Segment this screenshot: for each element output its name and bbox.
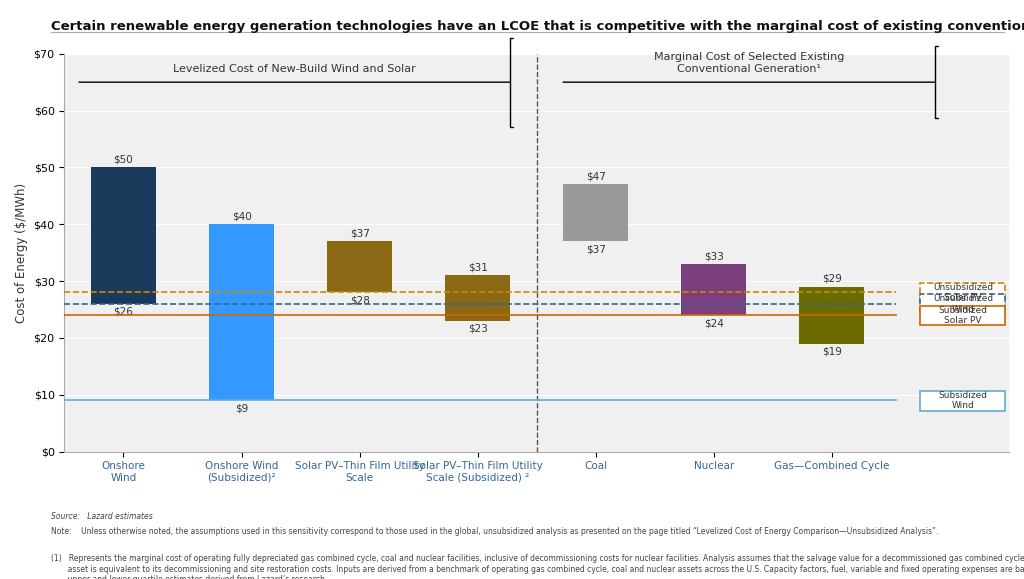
Text: Levelized Cost of New-Build Wind and Solar: Levelized Cost of New-Build Wind and Sol… xyxy=(173,64,416,74)
Text: Certain renewable energy generation technologies have an LCOE that is competitiv: Certain renewable energy generation tech… xyxy=(51,20,1024,33)
Bar xyxy=(800,287,864,343)
Text: $37: $37 xyxy=(586,244,605,254)
Text: Unsubsidized
Wind: Unsubsidized Wind xyxy=(933,294,993,314)
Text: $26: $26 xyxy=(114,307,133,317)
Y-axis label: Cost of Energy ($/MWh): Cost of Energy ($/MWh) xyxy=(15,182,28,323)
Text: Source:   Lazard estimates: Source: Lazard estimates xyxy=(51,512,153,522)
Text: $9: $9 xyxy=(234,404,248,413)
Text: Subsidized
Solar PV: Subsidized Solar PV xyxy=(938,306,987,325)
Bar xyxy=(91,167,156,304)
Text: Marginal Cost of Selected Existing
Conventional Generation¹: Marginal Cost of Selected Existing Conve… xyxy=(654,52,845,74)
FancyBboxPatch shape xyxy=(921,306,1006,325)
Bar xyxy=(681,264,746,315)
Bar xyxy=(563,185,628,241)
Text: Subsidized
Wind: Subsidized Wind xyxy=(938,391,987,410)
Text: $24: $24 xyxy=(703,318,724,328)
Text: $37: $37 xyxy=(349,229,370,239)
Text: $31: $31 xyxy=(468,262,487,273)
FancyBboxPatch shape xyxy=(921,294,1006,314)
FancyBboxPatch shape xyxy=(921,391,1006,411)
Text: $50: $50 xyxy=(114,155,133,164)
Text: $40: $40 xyxy=(231,211,251,221)
FancyBboxPatch shape xyxy=(921,283,1006,303)
Text: Note:    Unless otherwise noted, the assumptions used in this sensitivity corres: Note: Unless otherwise noted, the assump… xyxy=(51,527,939,536)
Bar xyxy=(445,276,510,321)
Text: $23: $23 xyxy=(468,324,487,334)
Text: (1)   Represents the marginal cost of operating fully depreciated gas combined c: (1) Represents the marginal cost of oper… xyxy=(51,554,1024,579)
Text: $33: $33 xyxy=(703,251,724,261)
Bar xyxy=(327,241,392,292)
Bar xyxy=(209,224,274,401)
Text: Unsubsidized
Solar PV: Unsubsidized Solar PV xyxy=(933,283,993,302)
Text: $28: $28 xyxy=(349,295,370,305)
Text: $29: $29 xyxy=(822,274,842,284)
Text: $47: $47 xyxy=(586,171,605,182)
Text: $19: $19 xyxy=(822,346,842,357)
